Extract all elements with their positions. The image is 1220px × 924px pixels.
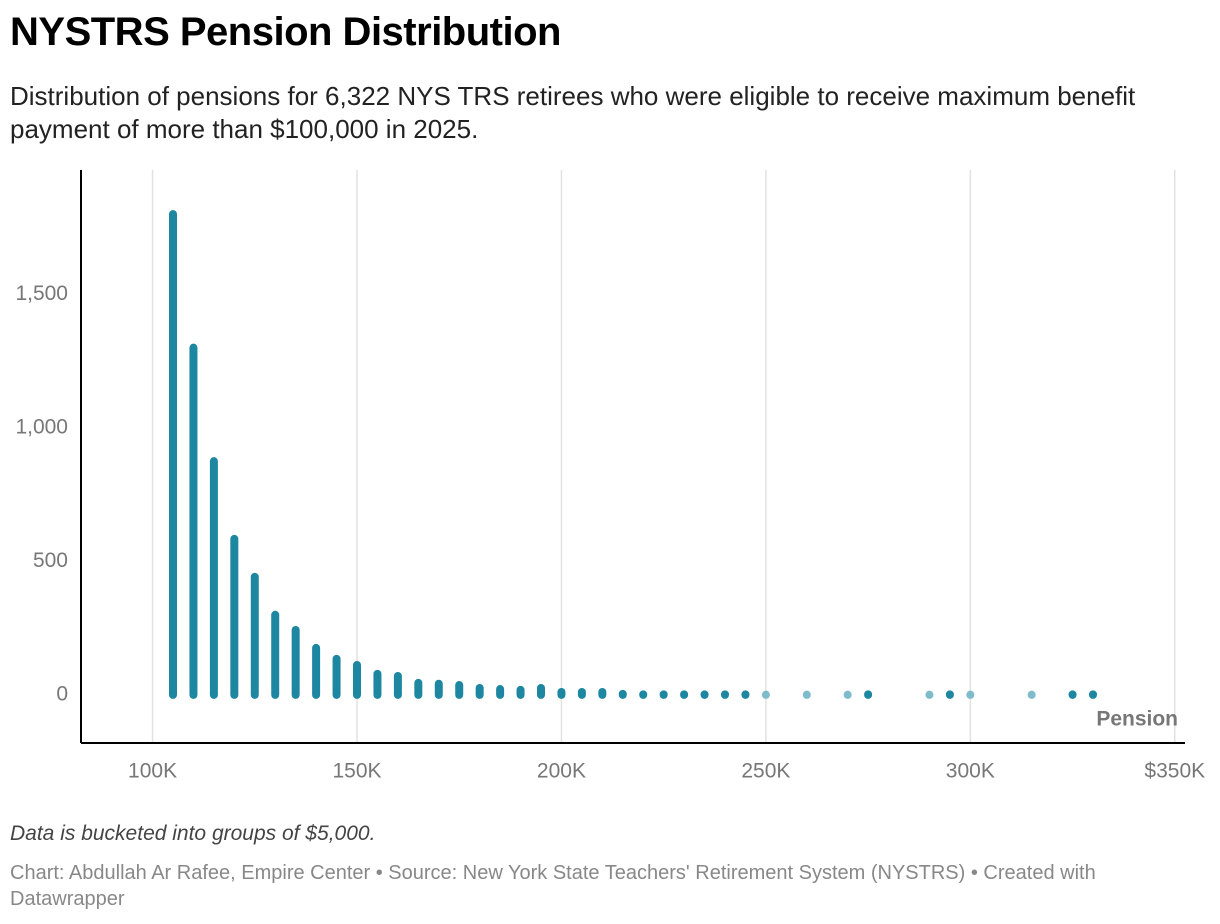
x-tick-label: 100K (128, 760, 177, 783)
y-tick-label: 500 (33, 549, 68, 572)
y-tick-label: 0 (56, 682, 68, 705)
note: Data is bucketed into groups of $5,000. (10, 822, 376, 845)
x-tick-label: 200K (537, 760, 586, 783)
x-tick-label: 250K (741, 760, 790, 783)
x-tick-label: 300K (946, 760, 995, 783)
footer: Chart: Abdullah Ar Rafee, Empire Center … (10, 862, 1096, 910)
x-tick-label: 150K (332, 760, 381, 783)
x-tick-label: $350K (1144, 760, 1205, 783)
y-tick-label: 1,500 (15, 282, 68, 305)
chart-subtitle: Distribution of pensions for 6,322 NYS T… (10, 81, 1136, 144)
x-axis-label: Pension (1096, 708, 1178, 731)
chart-title: NYSTRS Pension Distribution (10, 10, 561, 54)
y-tick-label: 1,000 (15, 415, 68, 438)
